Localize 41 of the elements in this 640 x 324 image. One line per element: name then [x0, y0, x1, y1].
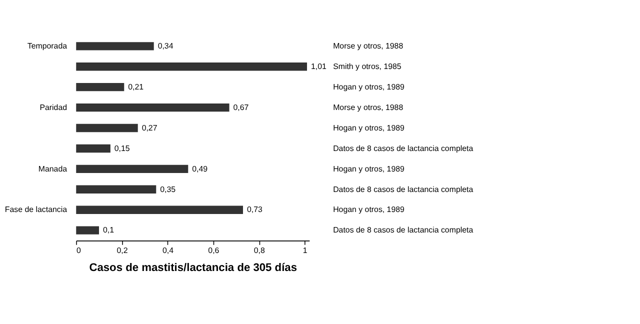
- bar: [76, 83, 124, 92]
- data-label: 0,67: [233, 102, 249, 112]
- bar: [76, 42, 154, 50]
- data-label: 0,35: [160, 184, 176, 194]
- text: Morse y otros, 1988: [333, 102, 404, 112]
- data-label: 0,27: [142, 123, 158, 132]
- y-tick-label: Fase de lactancia: [4, 205, 68, 214]
- text: Datos de 8 casos de lactancia completa: [333, 144, 474, 153]
- text: Morse y otros, 1988: [333, 42, 404, 51]
- data-label: 0,21: [128, 82, 144, 92]
- text: Hogan y otros, 1989: [333, 123, 406, 132]
- x-tick-label: 0,4: [162, 246, 174, 255]
- x-tick-label: 0,8: [254, 246, 266, 255]
- data-label: 0,73: [246, 205, 263, 214]
- bar: [76, 144, 110, 153]
- bar: [76, 103, 230, 112]
- bar: [76, 206, 244, 214]
- data-label: 0,49: [192, 164, 208, 174]
- text: Hogan y otros, 1989: [333, 82, 406, 92]
- data-label: 0,1: [102, 226, 115, 235]
- data-label: 0,15: [114, 144, 130, 153]
- bar: [76, 185, 156, 194]
- x-axis-title: Casos de mastitis/lactancia de 305 días: [89, 262, 298, 274]
- x-tick-label: 0,2: [116, 246, 128, 255]
- text: Smith y otros, 1985: [333, 62, 402, 72]
- x-tick-label: 0,6: [208, 246, 220, 255]
- text: Hogan y otros, 1989: [333, 205, 406, 214]
- y-tick-label: Paridad: [40, 102, 68, 112]
- bar: [76, 124, 138, 132]
- x-tick-label: 0: [76, 246, 82, 255]
- text: Datos de 8 casos de lactancia completa: [333, 184, 474, 194]
- bar: [76, 62, 308, 71]
- bar: [76, 164, 188, 174]
- bar: [76, 226, 99, 234]
- x-tick-label: 1: [302, 246, 308, 255]
- text: Datos de 8 casos de lactancia completa: [333, 226, 474, 235]
- text: Hogan y otros, 1989: [333, 164, 406, 174]
- y-tick-label: Manada: [38, 164, 68, 174]
- data-label: 1,01: [310, 62, 327, 72]
- y-tick-label: Temporada: [27, 42, 68, 51]
- data-label: 0,34: [158, 42, 174, 51]
